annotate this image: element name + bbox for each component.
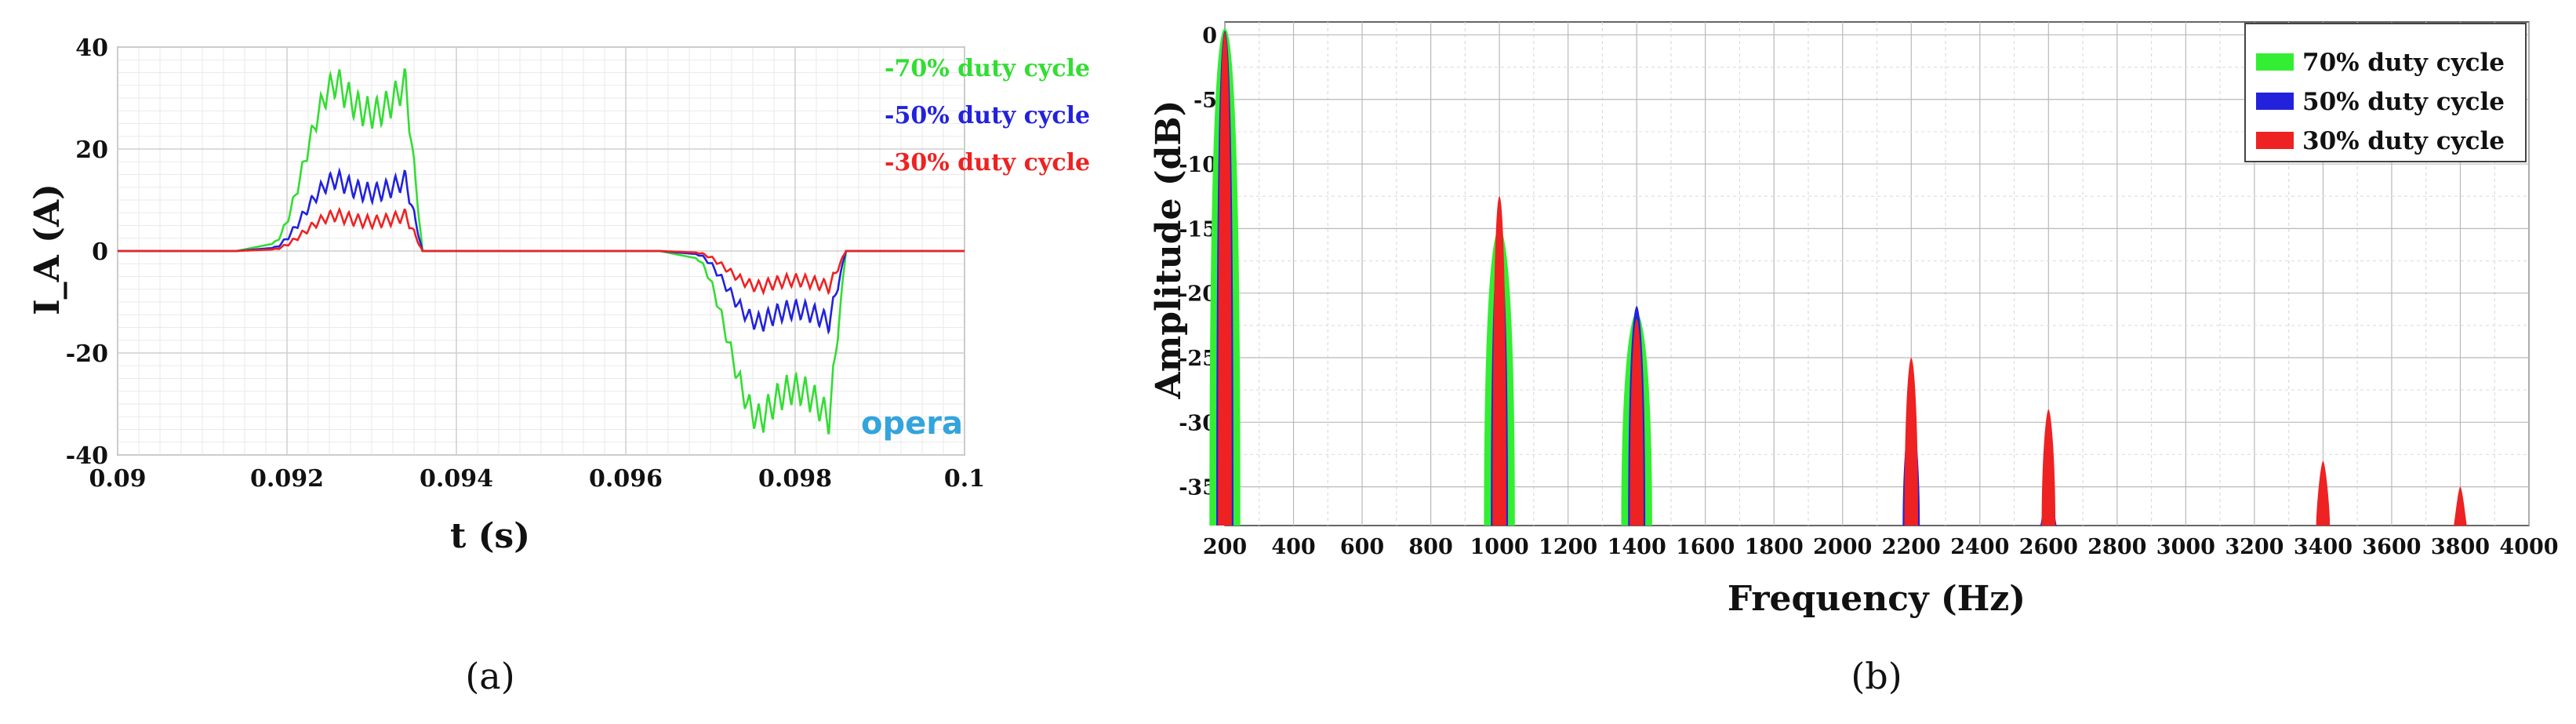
x-tick-label-b: 200	[1203, 535, 1247, 559]
x-tick-label-b: 800	[1408, 535, 1452, 559]
plot-b-x-axis-label: Frequency (Hz)	[1728, 579, 2026, 619]
x-tick-label-a: 0.1	[944, 465, 985, 493]
x-tick-label-b: 3400	[2294, 535, 2353, 559]
spectrum-spike-30-duty-cycle-1000	[1492, 196, 1506, 526]
spectrum-spike-30-duty-cycle-3800	[2453, 486, 2468, 527]
x-tick-label-b: 1600	[1676, 535, 1735, 559]
plot-b-legend: 70% duty cycle 50% duty cycle 30% duty c…	[2244, 23, 2527, 162]
plot-b-legend-30: 30% duty cycle	[2302, 127, 2505, 155]
y-tick-label-b: -10	[1179, 153, 1217, 177]
plot-a-legend-50: -50% duty cycle	[885, 102, 1090, 129]
spectrum-spike-30-duty-cycle-1400	[1630, 318, 1644, 526]
x-tick-label-b: 3600	[2362, 535, 2421, 559]
panel-a-label: (a)	[465, 655, 514, 697]
plot-a-legend-70: -70% duty cycle	[885, 55, 1090, 82]
x-tick-label-b: 1200	[1539, 535, 1597, 559]
plot-a-ticks: 0.09 0.092 0.094 0.096 0.098 0.1 40 20 0 -20 -40	[66, 35, 985, 493]
x-tick-label-b: 1800	[1745, 535, 1804, 559]
x-tick-label-a: 0.096	[589, 465, 663, 493]
y-tick-label-a: 20	[75, 136, 108, 164]
plot-b-legend-swatch-70	[2256, 53, 2294, 71]
x-tick-label-b: 3200	[2225, 535, 2284, 559]
x-tick-label-a: 0.09	[89, 465, 146, 493]
series-line-30-duty-cycle	[118, 206, 965, 296]
x-tick-label-b: 600	[1340, 535, 1384, 559]
y-tick-label-a: 0	[92, 238, 108, 266]
x-tick-label-a: 0.098	[758, 465, 832, 493]
y-tick-label-a: -40	[66, 442, 108, 470]
plot-b-legend-70: 70% duty cycle	[2302, 49, 2505, 77]
y-tick-label-b: -15	[1179, 217, 1217, 242]
spectrum-spike-30-duty-cycle-2600	[2041, 409, 2056, 526]
plot-b-legend-50: 50% duty cycle	[2302, 88, 2505, 116]
x-tick-label-b: 2600	[2019, 535, 2078, 559]
plot-b-legend-swatch-30	[2256, 132, 2294, 149]
y-tick-label-b: 0	[1202, 24, 1217, 48]
x-tick-label-b: 400	[1271, 535, 1315, 559]
x-tick-label-a: 0.094	[420, 465, 493, 493]
panel-b-label: (b)	[1851, 655, 1902, 697]
x-tick-label-b: 2800	[2087, 535, 2146, 559]
y-tick-label-a: -20	[66, 340, 108, 368]
x-tick-label-b: 4000	[2499, 535, 2558, 559]
x-tick-label-b: 3800	[2431, 535, 2490, 559]
plot-a-series	[118, 68, 965, 435]
panel-a-time-chart: 0.09 0.092 0.094 0.096 0.098 0.1 40 20 0 -20 -40 t…	[27, 35, 1090, 697]
plot-b-ticks: 200 400 600 800 1000 1200 1400 1600 1800 2000 2200…	[1179, 24, 2558, 559]
spectrum-spike-30-duty-cycle-2200	[1904, 358, 1919, 526]
plot-b-legend-swatch-50	[2256, 93, 2294, 110]
x-tick-label-b: 1000	[1470, 535, 1529, 559]
spectrum-spike-30-duty-cycle-200	[1218, 32, 1232, 526]
plot-b-y-axis-label: Amplitude (dB)	[1149, 100, 1189, 400]
plot-a-x-axis-label: t (s)	[450, 516, 530, 556]
panel-b-spectrum-chart: 200 400 600 800 1000 1200 1400 1600 1800 2000 2200…	[1149, 21, 2559, 697]
y-tick-label-b: -5	[1194, 89, 1217, 113]
x-tick-label-b: 2000	[1813, 535, 1872, 559]
opera-logo: opera	[861, 406, 963, 442]
plot-a-y-axis-label: I_A (A)	[27, 184, 67, 315]
plot-a-legend-30: -30% duty cycle	[885, 149, 1090, 176]
plot-b-series	[1209, 28, 2468, 527]
x-tick-label-b: 3000	[2156, 535, 2215, 559]
plot-b-grid	[1224, 22, 2530, 526]
x-tick-label-a: 0.092	[250, 465, 324, 493]
x-tick-label-b: 1400	[1608, 535, 1666, 559]
x-tick-label-b: 2200	[1882, 535, 1941, 559]
y-tick-label-a: 40	[75, 35, 108, 62]
spectrum-spike-30-duty-cycle-3400	[2316, 460, 2331, 526]
x-tick-label-b: 2400	[1950, 535, 2009, 559]
